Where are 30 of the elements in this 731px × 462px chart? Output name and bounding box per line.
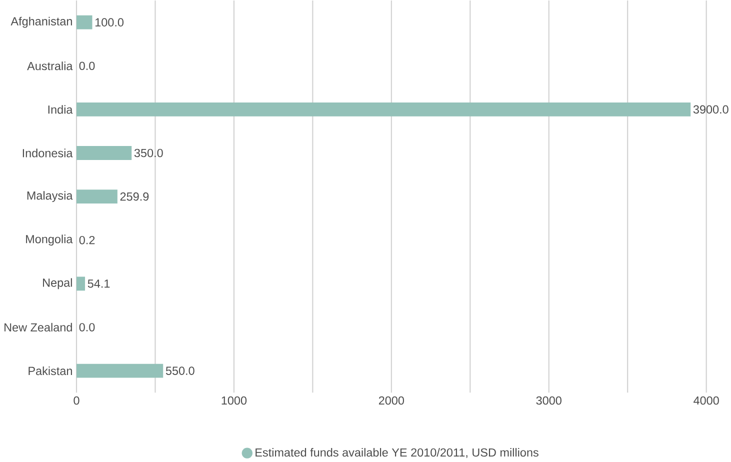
x-tick-label: 4000 — [694, 396, 719, 404]
y-tick-label: Afghanistan — [10, 16, 72, 28]
bar — [76, 15, 92, 30]
y-tick-label: India — [48, 104, 73, 114]
legend-label: Estimated funds available YE 2010/2011, USD millions — [256, 448, 538, 458]
data-label: 54.1 — [88, 279, 110, 288]
data-label: 0.2 — [79, 236, 95, 244]
bar — [76, 189, 118, 204]
y-tick-label: Indonesia — [22, 148, 73, 158]
x-tick-label: 1000 — [222, 396, 247, 404]
y-tick-label: Nepal — [43, 278, 72, 289]
bar — [76, 276, 86, 290]
y-tick-label: Australia — [27, 61, 73, 70]
x-tick-label: 2000 — [378, 396, 404, 404]
y-tick-label: Pakistan — [28, 366, 72, 375]
bar — [76, 364, 164, 378]
data-label: 550.0 — [166, 366, 194, 375]
y-tick-label: Malaysia — [27, 190, 73, 202]
data-label: 350.0 — [134, 148, 163, 157]
data-label: 100.0 — [95, 18, 124, 26]
data-label: 0.0 — [79, 322, 95, 332]
data-label: 3900.0 — [693, 105, 728, 114]
y-tick-label: Mongolia — [26, 234, 73, 246]
x-tick-label: 0 — [74, 396, 80, 404]
data-label: 0.0 — [79, 62, 95, 70]
bar — [76, 146, 132, 160]
bar — [76, 102, 691, 116]
x-tick-label: 3000 — [536, 396, 562, 404]
y-tick-label: New Zealand — [4, 322, 72, 332]
data-label: 259.9 — [120, 192, 149, 201]
